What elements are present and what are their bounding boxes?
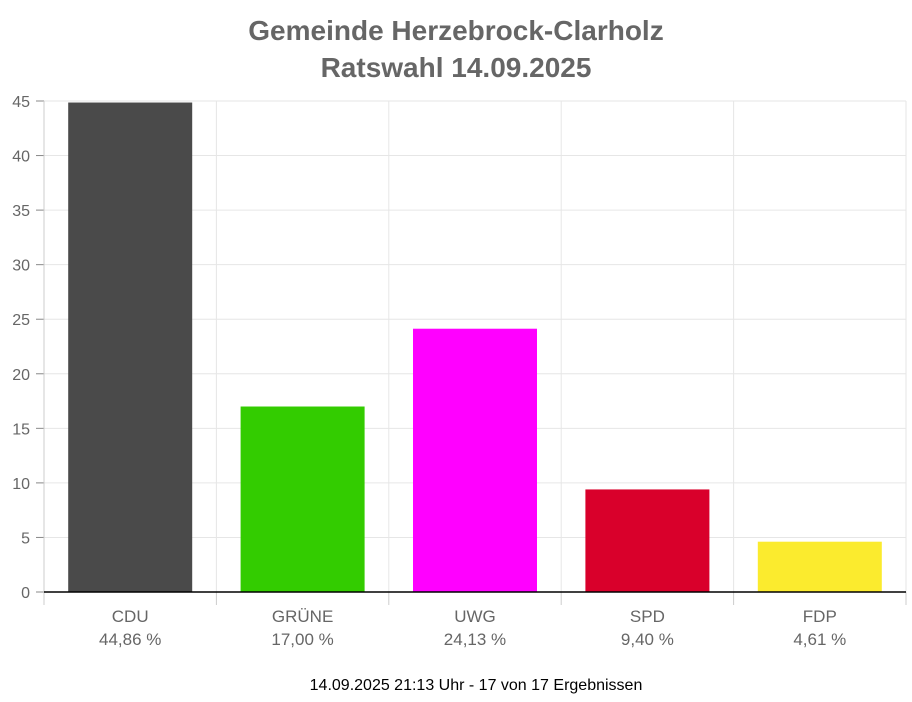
value-label: 17,00 % bbox=[271, 630, 333, 649]
category-label: GRÜNE bbox=[272, 607, 333, 626]
y-tick-label: 15 bbox=[12, 421, 30, 438]
category-label: SPD bbox=[630, 607, 665, 626]
footer-timestamp: 14.09.2025 21:13 Uhr - 17 von 17 Ergebni… bbox=[310, 677, 643, 694]
axes bbox=[36, 100, 907, 605]
bars bbox=[68, 102, 882, 592]
category-label: UWG bbox=[454, 607, 496, 626]
y-tick-label: 40 bbox=[12, 149, 30, 166]
y-tick-label: 45 bbox=[12, 94, 30, 111]
bar-uwg bbox=[413, 328, 537, 592]
chart-subtitle: Ratswahl 14.09.2025 bbox=[321, 52, 592, 83]
value-label: 4,61 % bbox=[793, 630, 846, 649]
y-tick-label: 35 bbox=[12, 203, 30, 220]
y-tick-label: 30 bbox=[12, 258, 30, 275]
y-tick-label: 0 bbox=[21, 585, 30, 602]
category-label: CDU bbox=[112, 607, 149, 626]
value-label: 44,86 % bbox=[99, 630, 161, 649]
chart-title: Gemeinde Herzebrock-Clarholz bbox=[248, 15, 663, 46]
y-tick-label: 25 bbox=[12, 312, 30, 329]
bar-spd bbox=[585, 489, 710, 592]
bar-grüne bbox=[240, 406, 365, 592]
labels: 0 5 10 15 20 25 30 35 40 45 CDU 44,86 % GRÜNE 17,00 %… bbox=[12, 94, 846, 649]
bar-cdu bbox=[68, 102, 193, 592]
y-tick-label: 10 bbox=[12, 476, 30, 493]
value-label: 9,40 % bbox=[621, 630, 674, 649]
y-tick-label: 5 bbox=[21, 530, 30, 547]
y-tick-label: 20 bbox=[12, 367, 30, 384]
bar-fdp bbox=[757, 541, 882, 592]
value-label: 24,13 % bbox=[444, 630, 506, 649]
category-label: FDP bbox=[803, 607, 837, 626]
